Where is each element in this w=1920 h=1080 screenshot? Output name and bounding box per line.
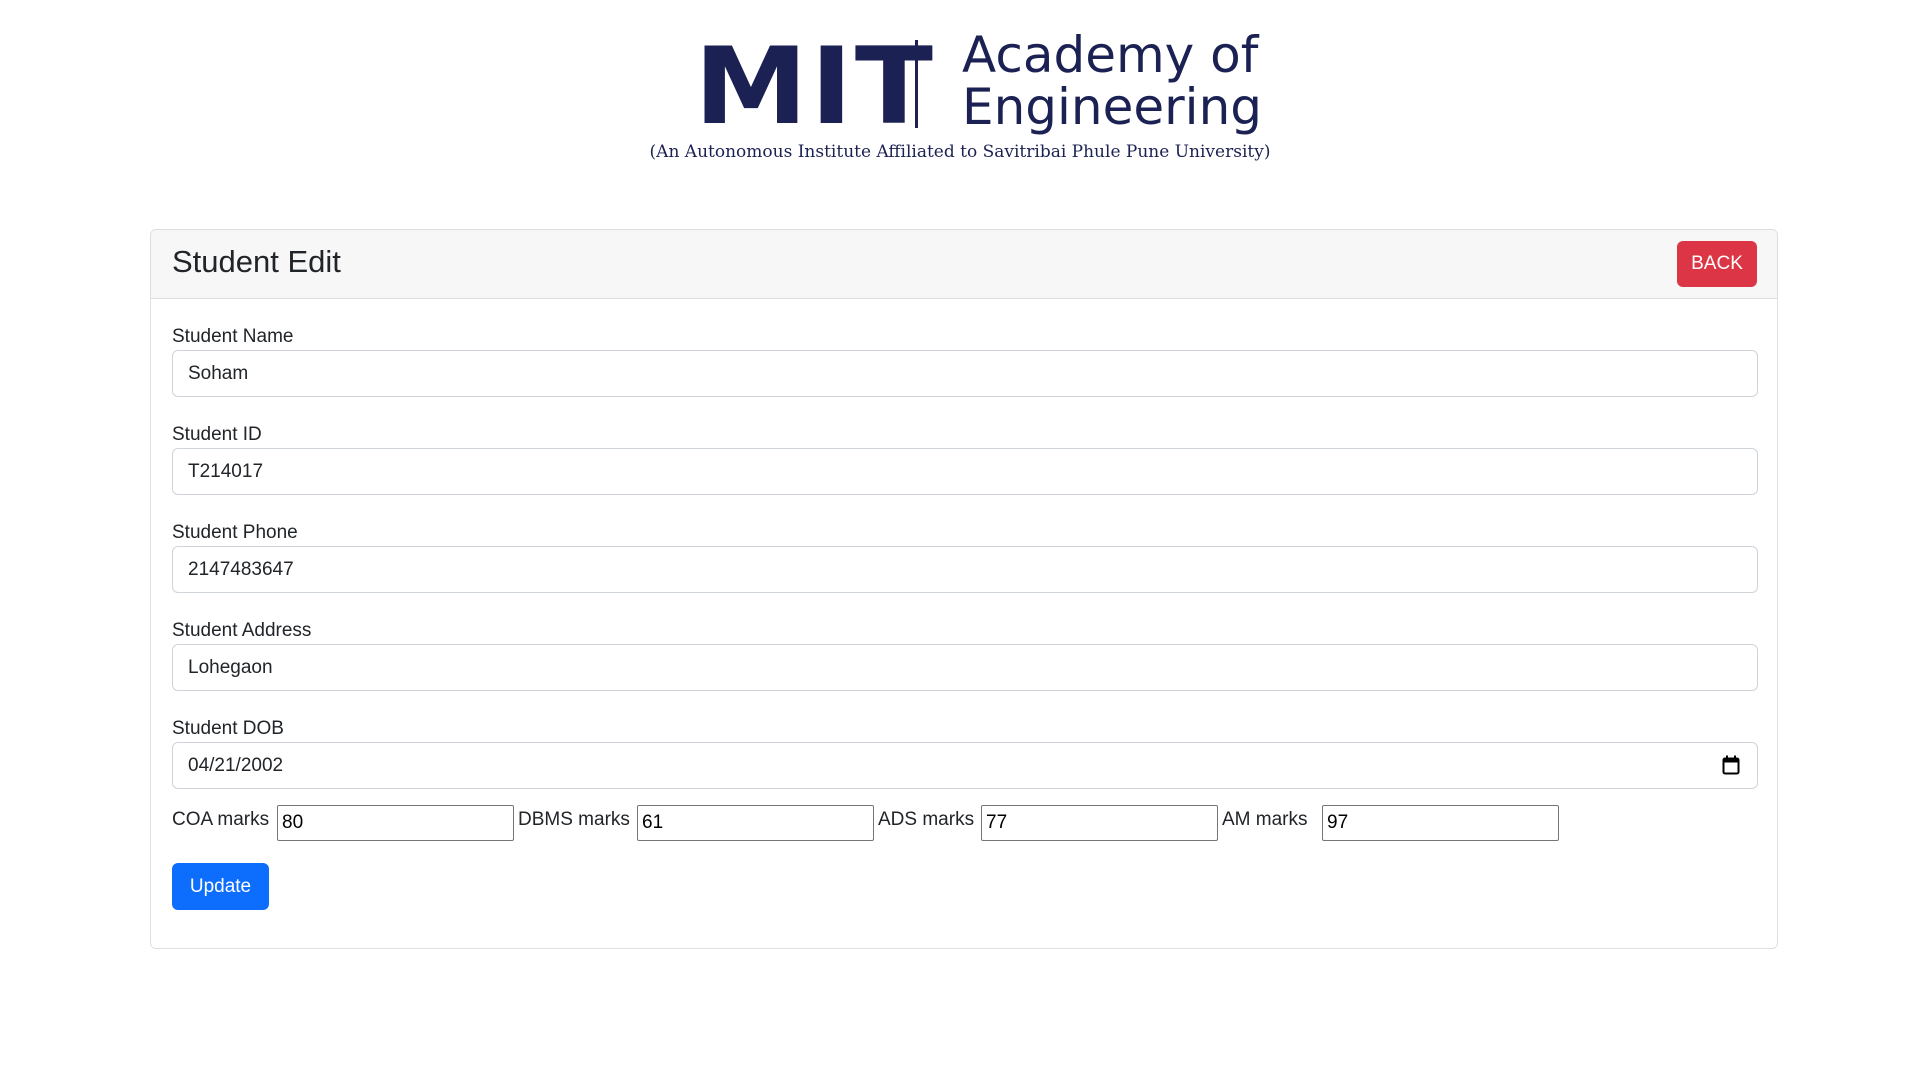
institute-logo: MIT Academy of Engineering (An Autonomou… (0, 0, 1920, 180)
calendar-icon[interactable] (1722, 755, 1740, 775)
am-marks-label: AM marks (1222, 809, 1308, 830)
student-id-input[interactable]: T214017 (172, 448, 1758, 495)
logo-divider (915, 40, 918, 128)
dbms-marks-input[interactable]: 61 (637, 805, 874, 841)
student-dob-input[interactable]: 04/21/2002 (172, 742, 1758, 789)
logo-engineering-text: Engineering (962, 78, 1262, 136)
ads-marks-label: ADS marks (878, 809, 975, 830)
student-dob-value: 04/21/2002 (188, 755, 284, 776)
student-phone-input[interactable]: 2147483647 (172, 546, 1758, 593)
dbms-marks-label: DBMS marks (518, 809, 630, 830)
student-address-label: Student Address (172, 620, 312, 641)
page-title: Student Edit (172, 244, 341, 279)
ads-marks-input[interactable]: 77 (981, 805, 1218, 841)
back-button[interactable]: BACK (1677, 241, 1757, 287)
student-edit-card: Student Edit BACK Student Name Soham Stu… (150, 229, 1778, 949)
student-address-input[interactable]: Lohegaon (172, 644, 1758, 691)
coa-marks-input[interactable]: 80 (277, 805, 514, 841)
student-id-label: Student ID (172, 424, 262, 445)
logo-subtitle: (An Autonomous Institute Affiliated to S… (649, 142, 1271, 162)
student-phone-label: Student Phone (172, 522, 298, 543)
am-marks-input[interactable]: 97 (1322, 805, 1559, 841)
student-name-label: Student Name (172, 326, 294, 347)
update-button[interactable]: Update (172, 863, 269, 910)
logo-mit-text: MIT (694, 25, 936, 148)
logo-academy-text: Academy of (962, 26, 1259, 84)
card-header: Student Edit BACK (151, 230, 1777, 299)
coa-marks-label: COA marks (172, 809, 270, 830)
student-name-input[interactable]: Soham (172, 350, 1758, 397)
student-dob-label: Student DOB (172, 718, 284, 739)
